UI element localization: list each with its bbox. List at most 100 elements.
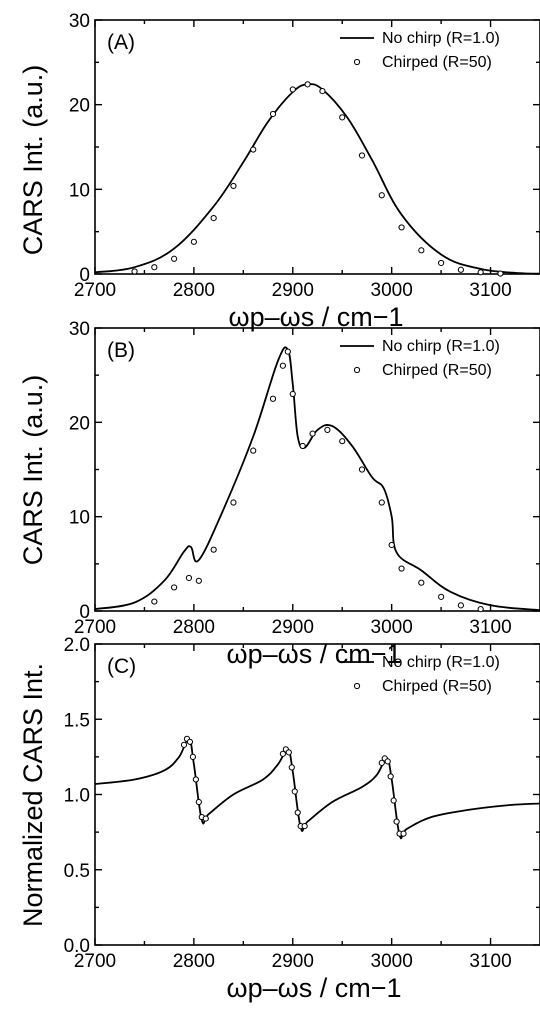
data-point-chirped [284, 348, 291, 355]
data-point-chirped [339, 114, 346, 121]
data-point-chirped [457, 266, 464, 273]
panel-label: (A) [107, 31, 135, 54]
data-point-chirped [387, 773, 394, 780]
x-tick-label: 2700 [74, 951, 116, 972]
data-point-chirped [309, 430, 316, 437]
legend-label-chirped: Chirped (R=50) [382, 362, 492, 379]
y-tick-label: 0 [79, 265, 90, 286]
data-point-chirped [230, 182, 237, 190]
y-tick-label: 1.5 [64, 710, 90, 731]
data-point-chirped [202, 815, 209, 822]
x-tick-label: 2700 [74, 617, 116, 638]
data-point-chirped [400, 830, 407, 837]
y-tick-label: 30 [69, 11, 90, 32]
data-point-chirped [339, 438, 346, 445]
data-point-chirped [358, 152, 366, 159]
y-tick-label: 2.0 [64, 635, 90, 656]
data-point-chirped [398, 565, 405, 572]
data-point-chirped [418, 579, 425, 586]
data-point-chirped [289, 390, 296, 398]
x-axis-label: ωp–ωs / cm−1 [229, 302, 404, 332]
x-tick-label: 2800 [173, 951, 215, 972]
data-point-chirped [299, 442, 306, 450]
data-point-chirped [279, 750, 286, 757]
data-point-chirped [393, 818, 400, 825]
data-point-chirped [291, 788, 298, 795]
data-point-chirped [185, 574, 193, 582]
data-point-chirped [269, 110, 277, 118]
y-tick-label: 1.0 [64, 786, 90, 807]
series-line-no-chirp [94, 83, 540, 275]
y-axis-label: CARS Int. (a.u.) [18, 65, 48, 256]
data-point-chirped [438, 593, 445, 600]
data-point-chirped [477, 606, 484, 613]
data-point-chirped [378, 759, 385, 766]
data-point-chirped [210, 215, 217, 222]
y-tick-label: 20 [69, 96, 90, 117]
data-point-chirped [388, 541, 395, 549]
legend-label-chirped: Chirped (R=50) [382, 54, 492, 71]
data-point-chirped [195, 798, 202, 806]
legend-marker-swatch [353, 366, 361, 374]
data-point-chirped [250, 447, 257, 454]
y-tick-label: 30 [69, 319, 90, 340]
data-point-chirped [171, 255, 178, 262]
x-tick-label: 3000 [371, 280, 413, 301]
data-point-chirped [294, 809, 301, 816]
data-point-chirped [378, 192, 385, 199]
data-point-chirped [131, 268, 138, 275]
data-point-chirped [189, 753, 196, 760]
data-point-chirped [186, 738, 194, 745]
data-point-chirped [497, 270, 504, 277]
y-tick-label: 0.0 [64, 936, 90, 957]
data-point-chirped [195, 577, 202, 584]
data-point-chirped [180, 741, 188, 748]
x-tick-label: 2700 [74, 280, 116, 301]
data-point-chirped [304, 81, 311, 88]
data-point-chirped [289, 86, 296, 93]
x-axis-label: ωp–ωs / cm−1 [227, 973, 402, 1003]
y-tick-label: 0 [79, 602, 90, 623]
data-point-chirped [418, 247, 425, 254]
legend-marker-swatch [353, 682, 361, 690]
data-point-chirped [398, 224, 405, 231]
data-point-chirped [319, 88, 326, 95]
legend-label-no-chirp: No chirp (R=1.0) [382, 654, 500, 671]
x-tick-label: 2800 [173, 280, 215, 301]
data-point-chirped [151, 598, 158, 605]
y-tick-label: 20 [69, 413, 90, 434]
data-point-chirped [285, 749, 292, 756]
x-tick-label: 3000 [371, 617, 413, 638]
legend-label-no-chirp: No chirp (R=1.0) [382, 338, 500, 355]
y-tick-label: 0.5 [64, 861, 90, 882]
data-point-chirped [192, 776, 199, 783]
y-tick-label: 10 [69, 508, 90, 529]
data-point-chirped [210, 546, 217, 553]
y-tick-label: 10 [69, 180, 90, 201]
x-tick-label: 2900 [272, 617, 314, 638]
legend-label-chirped: Chirped (R=50) [382, 678, 492, 695]
data-point-chirped [378, 499, 385, 506]
data-point-chirped [269, 395, 277, 402]
y-axis-label: Normalized CARS Int. [18, 663, 48, 927]
data-point-chirped [230, 499, 237, 506]
data-point-chirped [477, 269, 484, 276]
x-tick-label: 2900 [272, 280, 314, 301]
x-tick-label: 2900 [272, 951, 314, 972]
x-tick-label: 3100 [469, 951, 511, 972]
data-point-chirped [190, 238, 197, 245]
data-point-chirped [390, 797, 397, 804]
legend-label-no-chirp: No chirp (R=1.0) [382, 30, 500, 47]
legend-marker-swatch [353, 58, 361, 66]
series-line-no-chirp [94, 737, 540, 840]
data-point-chirped [279, 362, 286, 369]
x-tick-label: 3100 [469, 280, 511, 301]
data-point-chirped [358, 466, 366, 473]
y-axis-label: CARS Int. (a.u.) [18, 375, 48, 566]
data-point-chirped [384, 758, 391, 765]
panel-c: 2700 2800 2900 3000 3100 0.0 0.5 1.0 1.5 2.0 ωp–ωs… [18, 635, 540, 1003]
data-point-chirped [151, 264, 158, 271]
x-tick-label: 3100 [469, 617, 511, 638]
data-point-chirped [324, 426, 331, 433]
